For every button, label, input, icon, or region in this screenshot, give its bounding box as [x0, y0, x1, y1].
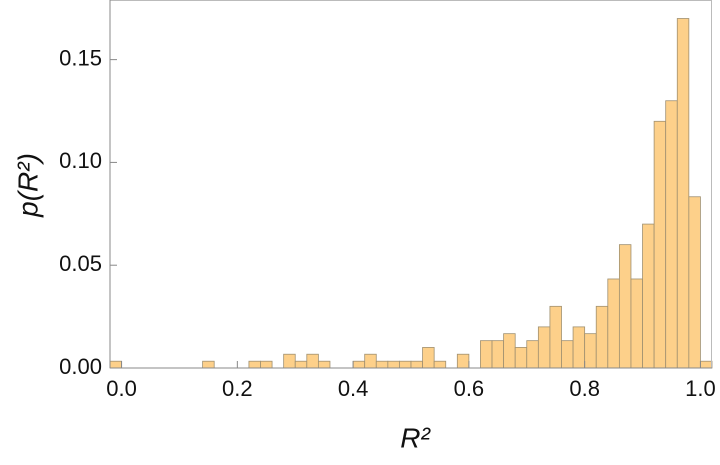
y-tick-label: 0.10 — [59, 148, 102, 173]
bar — [456, 353, 470, 369]
bar — [572, 326, 586, 369]
bar — [294, 360, 308, 369]
y-axis-label: p(R²) — [12, 153, 43, 218]
x-tick-label: 0.8 — [569, 376, 600, 401]
bar — [364, 353, 377, 369]
bar — [676, 18, 690, 369]
bar — [688, 196, 701, 369]
bar — [306, 353, 319, 369]
x-axis-label: R² — [400, 422, 431, 453]
y-tick-label: 0.05 — [59, 251, 102, 276]
bar — [387, 360, 400, 369]
x-tick-label: 0.2 — [222, 376, 253, 401]
bar — [491, 340, 505, 369]
bar — [584, 333, 597, 369]
bar — [514, 347, 528, 369]
bar — [260, 360, 273, 369]
bar — [480, 340, 493, 369]
bar — [352, 360, 366, 369]
y-tick-label: 0.00 — [59, 354, 102, 379]
bar — [410, 360, 423, 369]
bar — [283, 353, 296, 369]
bar — [422, 347, 435, 369]
bar — [399, 360, 412, 369]
bar — [642, 223, 655, 369]
bar — [503, 333, 516, 369]
bar — [549, 305, 562, 369]
y-tick-label: 0.15 — [59, 45, 102, 70]
bar — [248, 360, 261, 369]
x-tick-label: 0.4 — [338, 376, 369, 401]
bar — [665, 100, 678, 369]
x-tick-label: 0.6 — [454, 376, 485, 401]
bar — [526, 340, 539, 369]
bar — [433, 360, 447, 369]
x-tick-label: 0.0 — [106, 376, 137, 401]
bar — [630, 278, 643, 369]
bar — [595, 305, 609, 369]
bar — [317, 360, 331, 369]
bar — [375, 360, 389, 369]
bar — [537, 326, 551, 369]
bar — [109, 360, 122, 369]
x-tick-label: 1.0 — [685, 376, 716, 401]
bar — [561, 340, 574, 369]
bar — [618, 244, 632, 369]
bar — [202, 360, 215, 369]
bar — [653, 120, 667, 369]
bar — [700, 360, 713, 369]
bar — [607, 278, 620, 369]
